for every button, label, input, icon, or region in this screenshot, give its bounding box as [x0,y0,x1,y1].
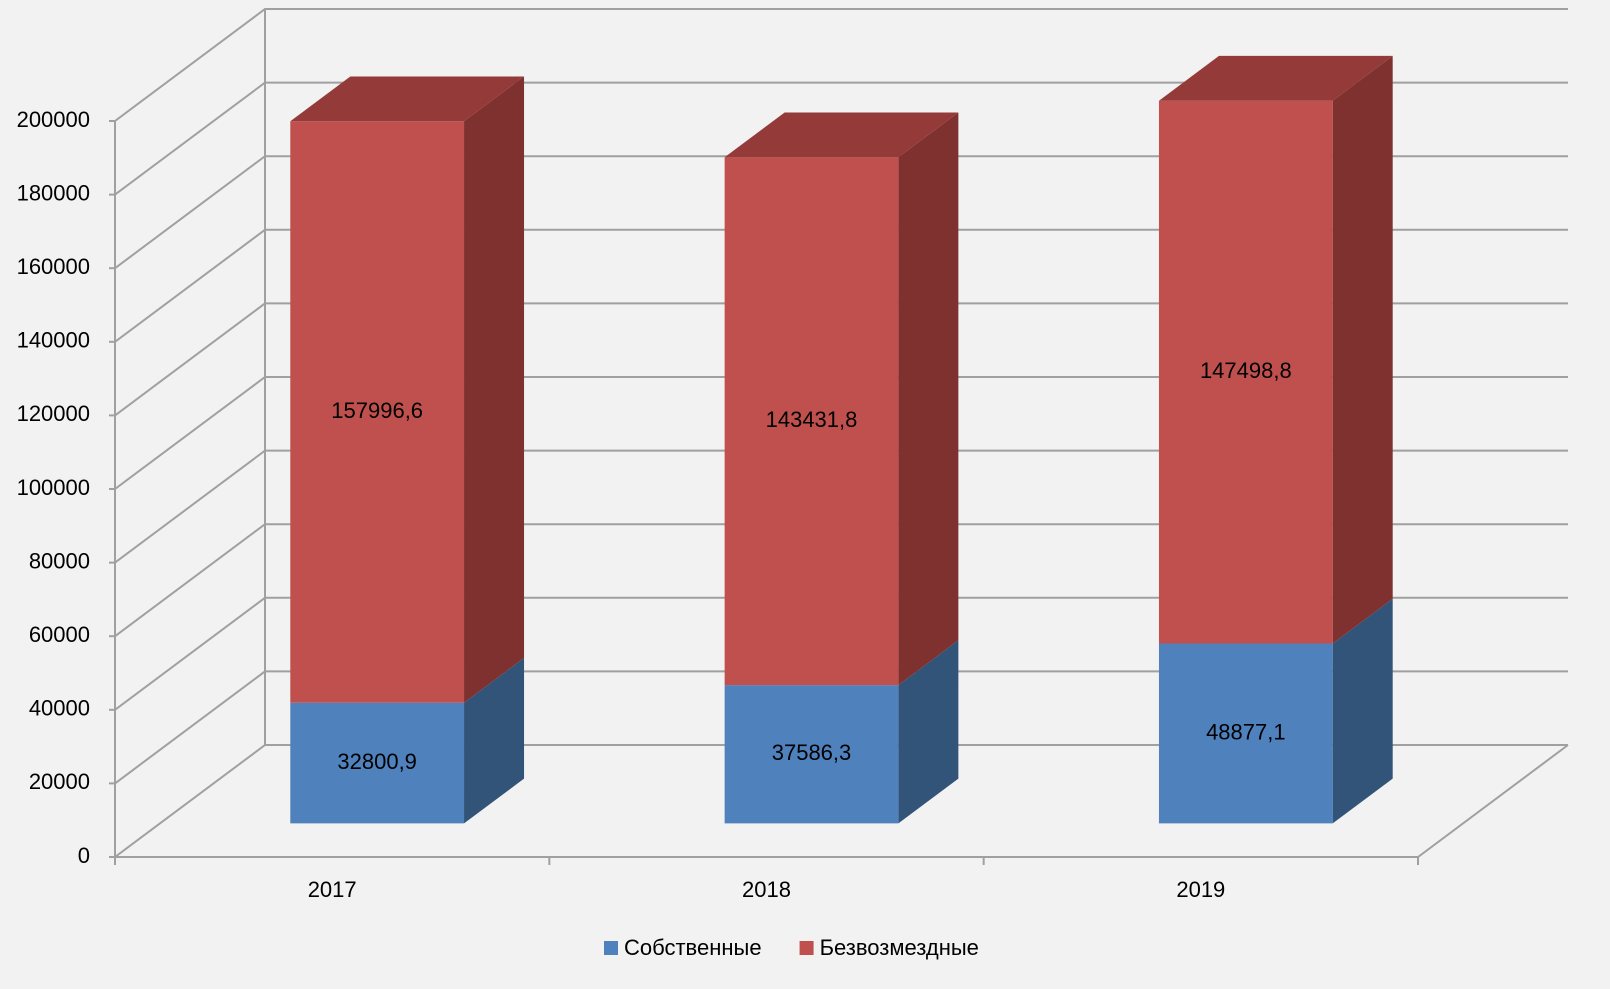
bar-side [464,657,525,824]
bar [290,121,465,703]
grid-line [114,8,1568,122]
data-label: 37586,3 [772,740,852,765]
grid-line [114,228,1568,343]
legend-swatch [604,941,618,955]
grid-line [114,302,1568,417]
data-label: 157996,6 [331,398,423,423]
grid-line [114,596,1568,711]
grid-line [114,155,1568,270]
y-tick-label: 100000 [17,475,90,500]
bar-side [464,76,525,703]
bar-side [898,112,959,686]
legend-label: Собственные [624,935,762,960]
bar-top [1158,55,1393,101]
grid-line [114,449,1568,564]
bar-top [290,76,525,122]
x-tick-label: 2019 [1176,877,1225,902]
grid-line [114,81,1568,196]
bar [724,157,899,686]
bar-side [1332,55,1393,644]
y-tick-label: 200000 [17,107,90,132]
data-label: 147498,8 [1200,358,1292,383]
bar-side [898,640,959,824]
y-tick-label: 180000 [17,180,90,205]
y-tick-label: 80000 [29,548,90,573]
grid-line [114,670,1568,785]
data-label: 48877,1 [1206,719,1286,744]
x-tick-label: 2017 [308,877,357,902]
grid-line [114,744,1568,858]
legend-label: Безвозмездные [820,935,979,960]
y-tick-label: 120000 [17,401,90,426]
bar [724,685,899,824]
y-tick-label: 140000 [17,328,90,353]
data-label: 32800,9 [337,749,417,774]
grid-line [114,523,1568,638]
bar [1158,100,1333,644]
grid-line [114,376,1568,490]
y-tick-label: 60000 [29,622,90,647]
y-tick-label: 0 [78,843,90,868]
data-label: 143431,8 [766,407,858,432]
legend-swatch [799,941,814,955]
y-tick-label: 20000 [29,769,90,794]
x-tick-label: 2018 [742,877,791,902]
bar [290,702,465,824]
y-tick-label: 160000 [17,254,90,279]
bar-side [1332,598,1393,824]
bar-top [724,112,959,158]
bar [1158,643,1333,824]
y-tick-label: 40000 [29,696,90,721]
